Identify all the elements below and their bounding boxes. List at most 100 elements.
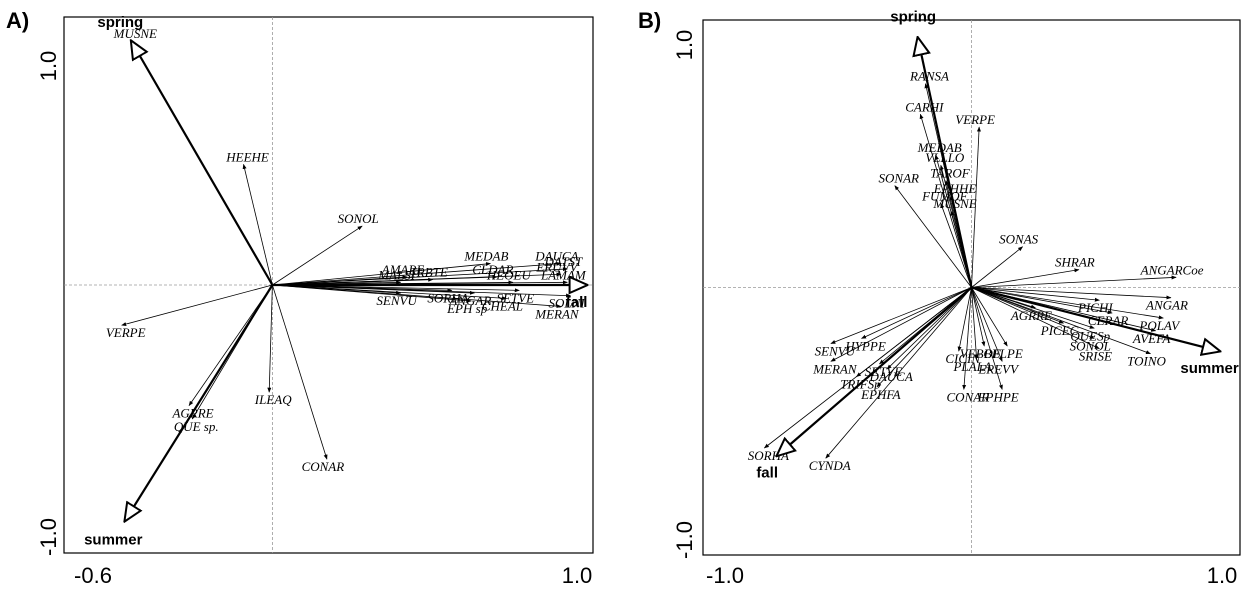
species-label-dauca: DAUCA (868, 369, 912, 384)
species-arrow-heehe (242, 163, 273, 286)
species-arrow-sonas (971, 246, 1024, 288)
species-arrow-ephpe (971, 287, 1003, 390)
panel-b-x-tick-left: -1.0 (706, 563, 744, 588)
panel-a-environmental-vectors: spring summer fall (84, 14, 587, 548)
species-arrow-carhi (919, 113, 972, 288)
species-arrow-plala (971, 287, 979, 360)
species-label-meran: MERAN (812, 361, 858, 376)
panel-a-y-tick-bottom: -1.0 (36, 518, 61, 556)
species-label-avefa: AVEFA (1132, 331, 1170, 346)
season-vector-fall (777, 286, 973, 456)
panel-b-environmental-vectors: spring summer fall (756, 8, 1239, 481)
panel-b-y-tick-top: 1.0 (672, 30, 697, 61)
season-label-spring: spring (97, 14, 143, 31)
species-label-angarcoe: ANGARCoe (1140, 262, 1204, 277)
species-label-senvu: SENVU (815, 344, 857, 359)
species-arrow-shrar (971, 268, 1080, 288)
panel-a-x-tick-right: 1.0 (562, 563, 593, 588)
species-arrow-datst (272, 267, 568, 286)
species-label-ephhe: EPHHE (933, 181, 977, 196)
species-label-vebof: VEBOF (960, 346, 1002, 361)
species-label-medab: MEDAB (463, 249, 508, 264)
species-arrow-toino (971, 287, 1151, 355)
species-arrow-cynda (825, 287, 972, 459)
species-arrow-agrre (188, 284, 273, 407)
species-label-agrre: AGRRE (1010, 308, 1052, 323)
species-arrow-angar (971, 287, 1172, 300)
species-arrow-sonar (894, 185, 972, 288)
season-label-fall: fall (566, 294, 588, 311)
species-label-eruvv: ERUVV (535, 259, 579, 274)
species-label-fumof: FUMOF (921, 188, 969, 203)
season-label-fall: fall (756, 465, 778, 482)
species-label-ephpe: EPHPE (977, 389, 1019, 404)
panel-a: A) 1.0 -1.0 -0.6 1.0 MUSNEHEEHESONOLAMAR… (6, 8, 594, 588)
species-arrow-eruvv (272, 272, 562, 286)
species-label-vlllo: VLLLO (925, 150, 965, 165)
panel-b: B) 1.0 -1.0 -1.0 1.0 RANSA CARHI VERPE MEDA… (638, 8, 1241, 588)
species-arrow-vebof (971, 287, 986, 347)
species-label-ileaq: ILEAQ (254, 392, 292, 407)
season-label-spring: spring (890, 8, 936, 25)
panel-b-y-tick-bottom: -1.0 (672, 521, 697, 559)
species-label-senvu: SENVU (376, 293, 418, 308)
species-arrow-ephfa (876, 287, 972, 388)
species-arrow-polav (971, 287, 1164, 320)
season-vector-summer (971, 286, 1220, 352)
species-arrow-medab (272, 262, 491, 286)
panel-a-x-tick-left: -0.6 (74, 563, 112, 588)
species-arrow-angarcoe (971, 275, 1177, 288)
species-label-cheal: CHEAL (482, 298, 523, 313)
species-arrow-erevv (971, 287, 1003, 362)
species-arrow-sorha (763, 287, 972, 449)
species-arrow-verpe (121, 284, 273, 326)
species-arrow-srise (971, 287, 1100, 350)
species-arrow-solni (272, 284, 572, 298)
species-label-belpe: BELPE (984, 346, 1023, 361)
panel-b-label: B) (638, 8, 661, 33)
season-vector-summer (125, 284, 274, 521)
species-label-sonol: SONOL (338, 211, 379, 226)
species-label-setve: SETVE (865, 364, 903, 379)
species-arrow-meran (272, 284, 562, 309)
species-arrow-quesp (971, 287, 1095, 329)
season-vector-spring (131, 41, 274, 286)
species-label-hyppe: HYPPE (844, 338, 886, 353)
species-arrow-cicin (957, 287, 972, 352)
species-label-cicin: CICIN (945, 351, 981, 366)
species-label-eph-sp: EPH sp (446, 301, 488, 316)
panel-a-label: A) (6, 8, 29, 33)
species-arrow-meran (830, 287, 972, 362)
panel-b-x-tick-right: 1.0 (1207, 563, 1238, 588)
species-label-shrar: SHRAR (1055, 255, 1095, 270)
species-label-srise: SRISE (1079, 349, 1112, 364)
species-arrow-conar (962, 287, 972, 390)
season-vector-spring (918, 38, 973, 288)
species-label-heoeu: HEOEU (486, 267, 533, 282)
species-arrow-fumof (940, 202, 972, 288)
species-arrow-verpe (971, 126, 981, 288)
species-label-datst: DATST (543, 254, 583, 269)
species-label-cynda: CYNDA (809, 458, 851, 473)
species-label-dauca: DAUCA (534, 249, 578, 264)
panel-a-species: MUSNEHEEHESONOLAMARETRBTEMALSISORHASENVU… (106, 26, 587, 474)
species-label-verpe: VERPE (106, 325, 146, 340)
species-label-conar: CONAR (302, 459, 345, 474)
species-arrow-sonol (272, 225, 363, 286)
species-label-ransa: RANSA (909, 69, 949, 84)
species-arrow-senvu (830, 287, 972, 344)
species-label-erevv: EREVV (977, 361, 1020, 376)
species-arrow-cerar (971, 287, 1113, 315)
species-label-conar: CONAR (947, 389, 990, 404)
species-label-sonol: SONOL (1070, 338, 1111, 353)
species-label-lamam: LAMAM (540, 267, 587, 282)
species-arrow-sonol (971, 287, 1095, 339)
species-label-heehe: HEEHE (225, 149, 269, 164)
season-label-summer: summer (84, 531, 143, 548)
season-label-summer: summer (1180, 360, 1239, 377)
species-label-carhi: CARHI (905, 99, 944, 114)
species-label-tarof: TAROF (930, 166, 971, 181)
species-label-medab: MEDAB (917, 140, 962, 155)
